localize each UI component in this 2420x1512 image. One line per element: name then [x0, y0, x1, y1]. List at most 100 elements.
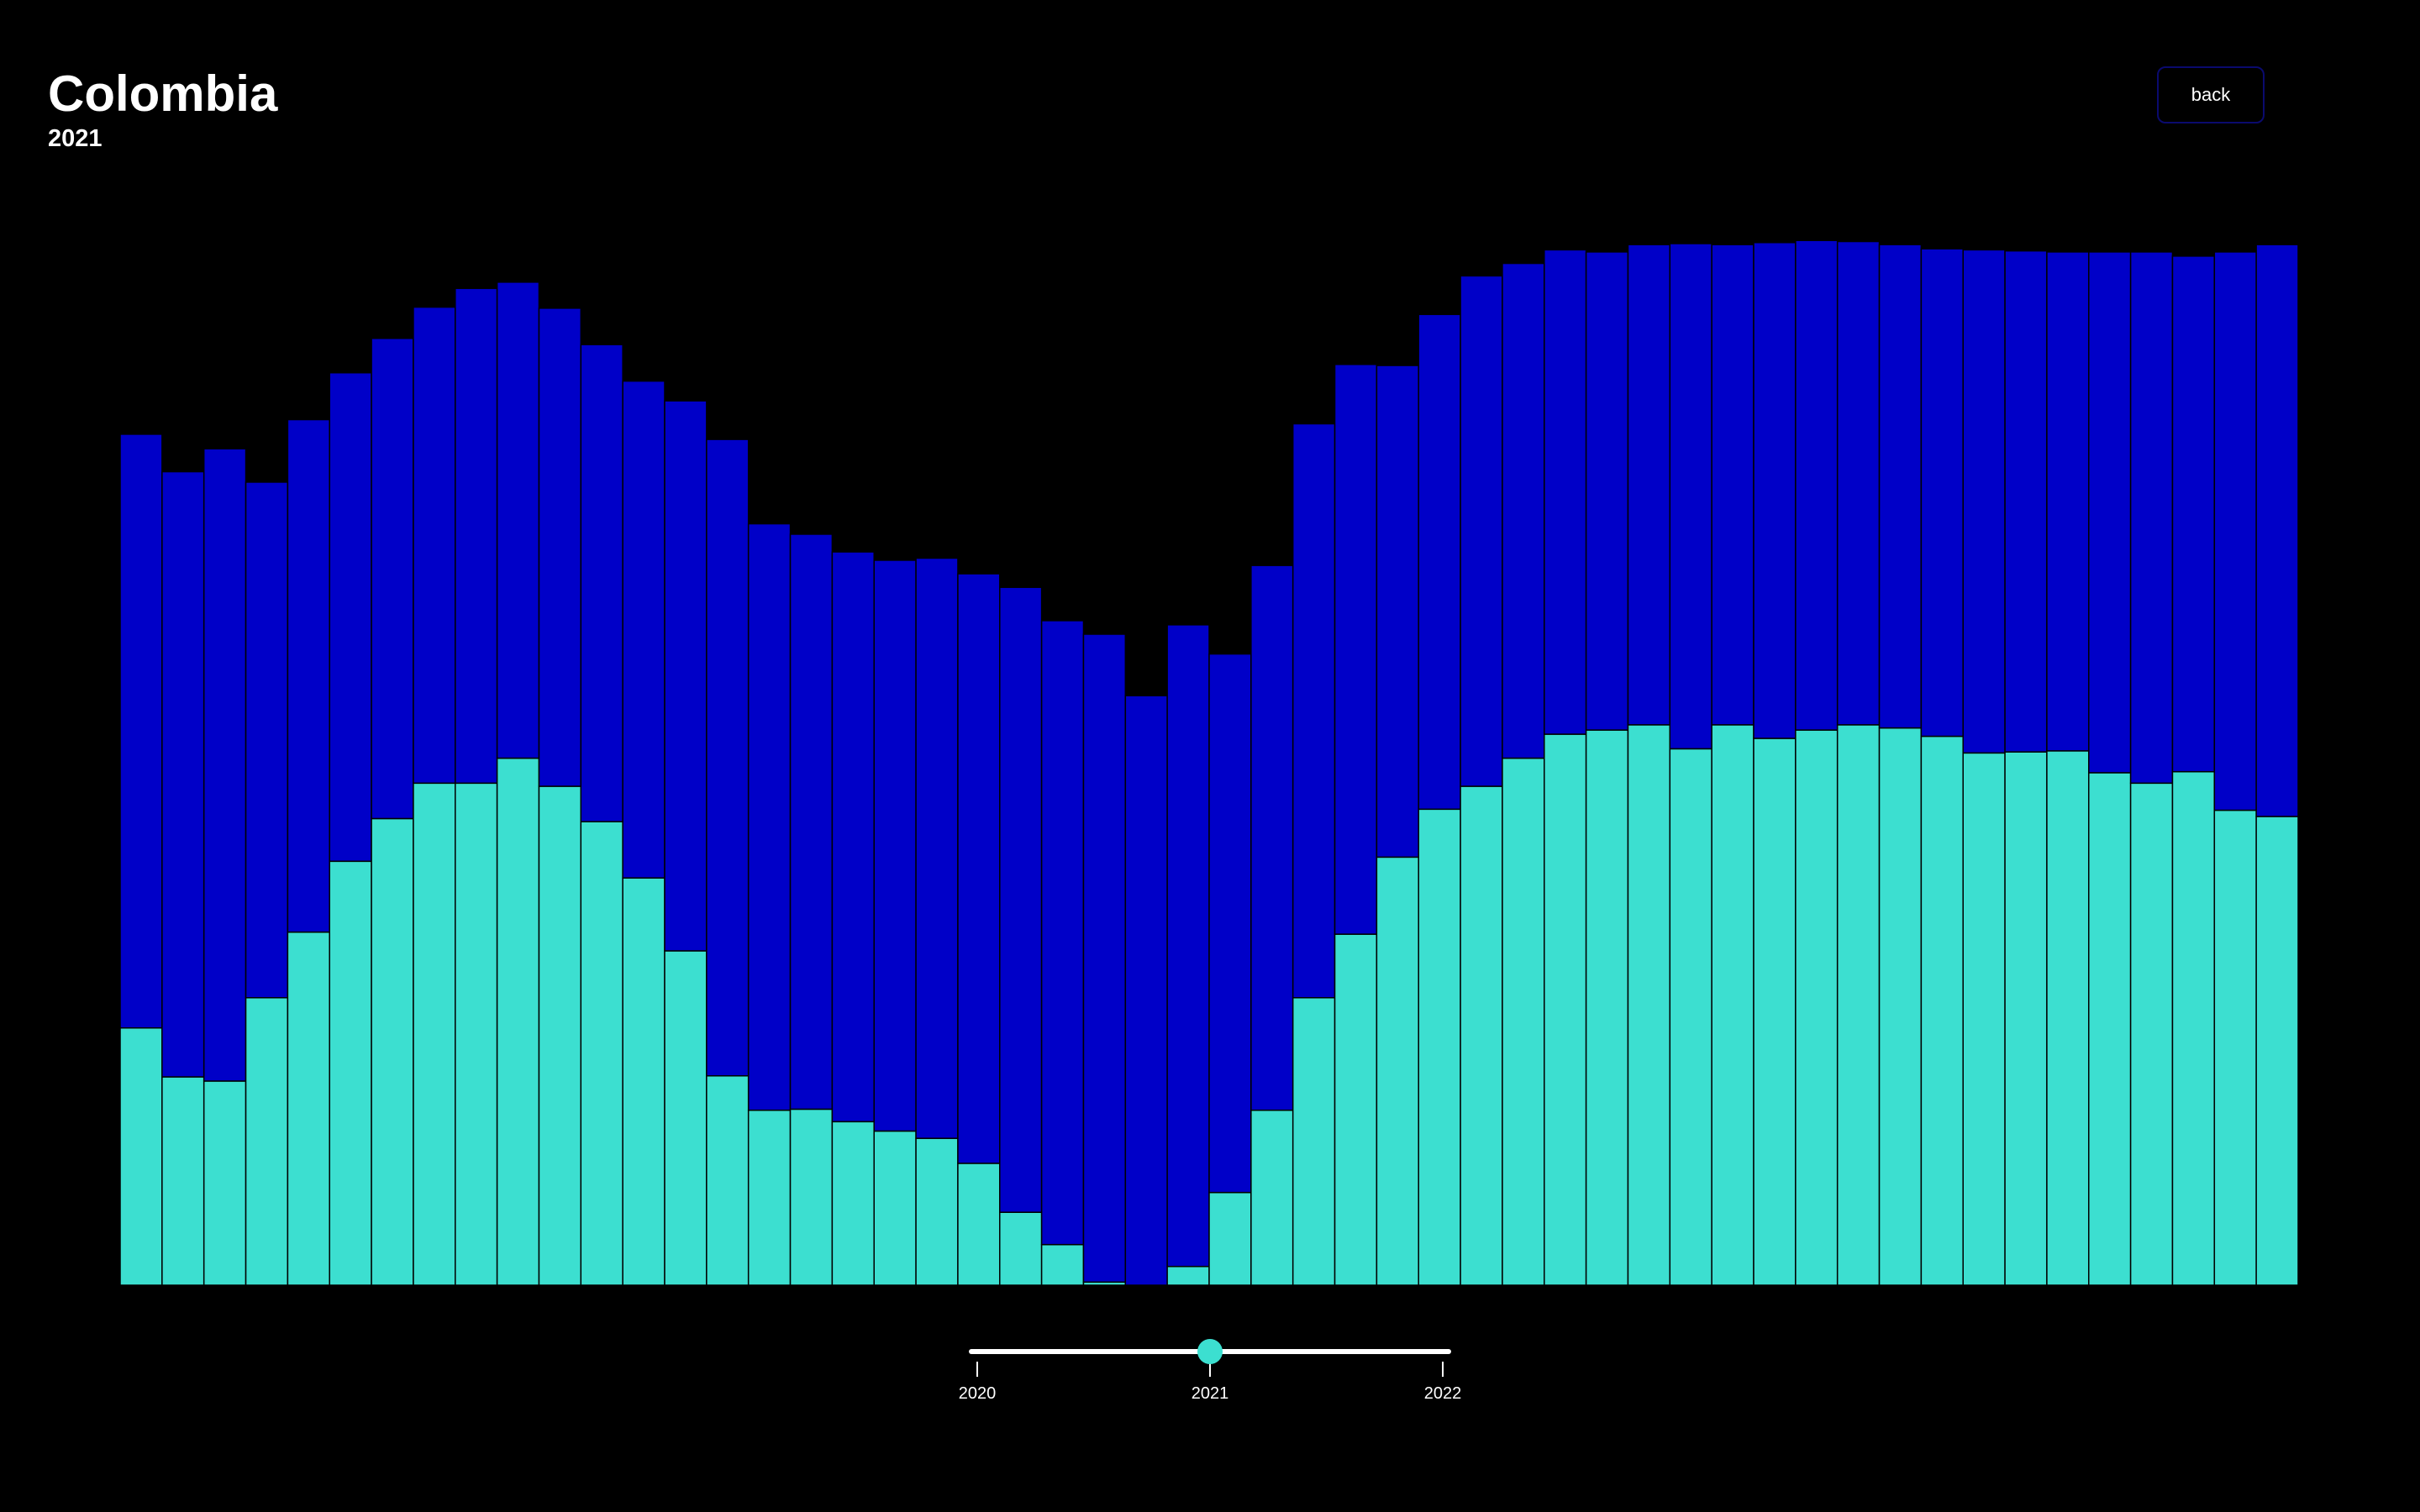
- bar-segment-upper: [1334, 364, 1378, 935]
- bar-segment-lower: [957, 1163, 1001, 1286]
- bar-segment-upper: [413, 306, 456, 785]
- bar-segment-lower: [2129, 782, 2174, 1286]
- bar-segment-lower: [1166, 1265, 1210, 1286]
- bar-segment-upper: [496, 281, 540, 759]
- bar-segment-lower: [2004, 751, 2048, 1286]
- bar-segment-upper: [2046, 251, 2090, 752]
- bar-segment-lower: [2171, 770, 2216, 1286]
- bar-segment-upper: [1208, 653, 1252, 1194]
- bar-segment-upper: [1040, 620, 1085, 1246]
- slider-tick-label: 2020: [958, 1384, 997, 1403]
- bar-segment-upper: [664, 400, 708, 952]
- bar-segment-upper: [622, 380, 666, 879]
- bar-segment-lower: [1962, 752, 2006, 1286]
- bar-segment-lower: [538, 785, 582, 1286]
- bar-segment-upper: [580, 344, 623, 822]
- bar-segment-upper: [957, 573, 1001, 1164]
- bar-segment-upper: [1627, 244, 1671, 726]
- bar-segment-lower: [1878, 727, 1923, 1286]
- bar-segment-upper: [1082, 633, 1127, 1284]
- bar-segment-lower: [1920, 735, 1964, 1286]
- bar-segment-lower: [622, 877, 666, 1286]
- bar-segment-lower: [1208, 1191, 1252, 1286]
- bar-segment-upper: [1753, 242, 1797, 739]
- bar-segment-lower: [2213, 809, 2257, 1286]
- bar-segment-lower: [915, 1137, 959, 1286]
- bar-segment-lower: [1376, 856, 1419, 1286]
- bar-segment-lower: [1334, 933, 1378, 1286]
- bar-segment-upper: [2088, 251, 2132, 774]
- bar-segment-upper: [1878, 244, 1923, 729]
- bar-segment-lower: [664, 950, 708, 1286]
- slider-tick: [1209, 1362, 1211, 1377]
- bar-segment-upper: [371, 338, 414, 820]
- bar-segment-lower: [1502, 757, 1545, 1286]
- slider-handle[interactable]: [1197, 1339, 1223, 1364]
- bar-segment-upper: [245, 481, 289, 999]
- bar-segment-lower: [329, 860, 372, 1286]
- bar-segment-lower: [1544, 733, 1587, 1286]
- bar-segment-lower: [999, 1211, 1043, 1286]
- bar-segment-lower: [287, 931, 330, 1286]
- page-subtitle-year: 2021: [48, 125, 103, 152]
- bar-segment-upper: [747, 522, 792, 1111]
- bar-segment-lower: [1585, 729, 1629, 1286]
- bar-segment-upper: [1795, 239, 1839, 731]
- bar-segment-upper: [1250, 564, 1294, 1111]
- bar-segment-lower: [2046, 750, 2090, 1286]
- bar-segment-upper: [455, 287, 498, 785]
- year-slider[interactable]: 2020 2021 2022: [959, 1336, 1461, 1403]
- bar-segment-upper: [706, 438, 750, 1077]
- slider-tick-label: 2021: [1191, 1384, 1229, 1403]
- bar-segment-lower: [1753, 738, 1797, 1286]
- bar-segment-lower: [455, 782, 498, 1286]
- bar-segment-lower: [1040, 1243, 1085, 1286]
- back-button[interactable]: back: [2157, 66, 2265, 123]
- bar-segment-upper: [1292, 423, 1336, 999]
- bar-segment-lower: [496, 757, 540, 1286]
- bar-segment-upper: [2213, 251, 2257, 811]
- bar-segment-lower: [1292, 997, 1336, 1286]
- bar-segment-upper: [329, 372, 372, 863]
- bar-segment-upper: [287, 418, 330, 933]
- page-title: Colombia: [48, 66, 278, 122]
- bar-segment-lower: [873, 1130, 917, 1286]
- slider-tick-label: 2022: [1423, 1384, 1462, 1403]
- bar-segment-upper: [1544, 249, 1587, 735]
- bar-segment-lower: [1669, 748, 1712, 1286]
- bar-segment-upper: [1920, 248, 1964, 738]
- bar-segment-upper: [915, 557, 959, 1139]
- bar-segment-upper: [1585, 251, 1629, 731]
- bar-segment-upper: [1166, 624, 1210, 1268]
- bar-segment-upper: [789, 533, 834, 1110]
- bar-segment-upper: [2255, 244, 2299, 817]
- bar-segment-lower: [747, 1109, 792, 1286]
- bar-segment-upper: [1502, 262, 1545, 759]
- bar-segment-upper: [203, 448, 247, 1082]
- bar-segment-lower: [1836, 724, 1881, 1286]
- bar-segment-lower: [2088, 772, 2132, 1286]
- bar-segment-lower: [789, 1108, 834, 1286]
- bar-segment-lower: [161, 1076, 205, 1286]
- bar-segment-upper: [1418, 313, 1461, 811]
- bar-segment-upper: [1669, 243, 1712, 750]
- bar-segment-lower: [706, 1075, 750, 1286]
- bar-segment-upper: [873, 559, 917, 1132]
- bar-segment-lower: [245, 997, 289, 1286]
- bar-segment-upper: [1376, 365, 1419, 858]
- bar-segment-lower: [831, 1121, 875, 1286]
- bar-segment-upper: [161, 470, 205, 1078]
- bar-segment-lower: [119, 1026, 163, 1286]
- bar-segment-upper: [1711, 244, 1754, 726]
- bar-segment-lower: [2255, 816, 2299, 1286]
- bar-segment-lower: [1418, 808, 1461, 1286]
- slider-tick: [976, 1362, 978, 1377]
- bar-segment-upper: [119, 433, 163, 1029]
- bar-segment-upper: [2129, 251, 2174, 785]
- bar-segment-upper: [538, 307, 582, 787]
- bar-segment-lower: [1250, 1109, 1294, 1286]
- bar-segment-upper: [1962, 249, 2006, 754]
- bar-segment-upper: [1460, 275, 1503, 787]
